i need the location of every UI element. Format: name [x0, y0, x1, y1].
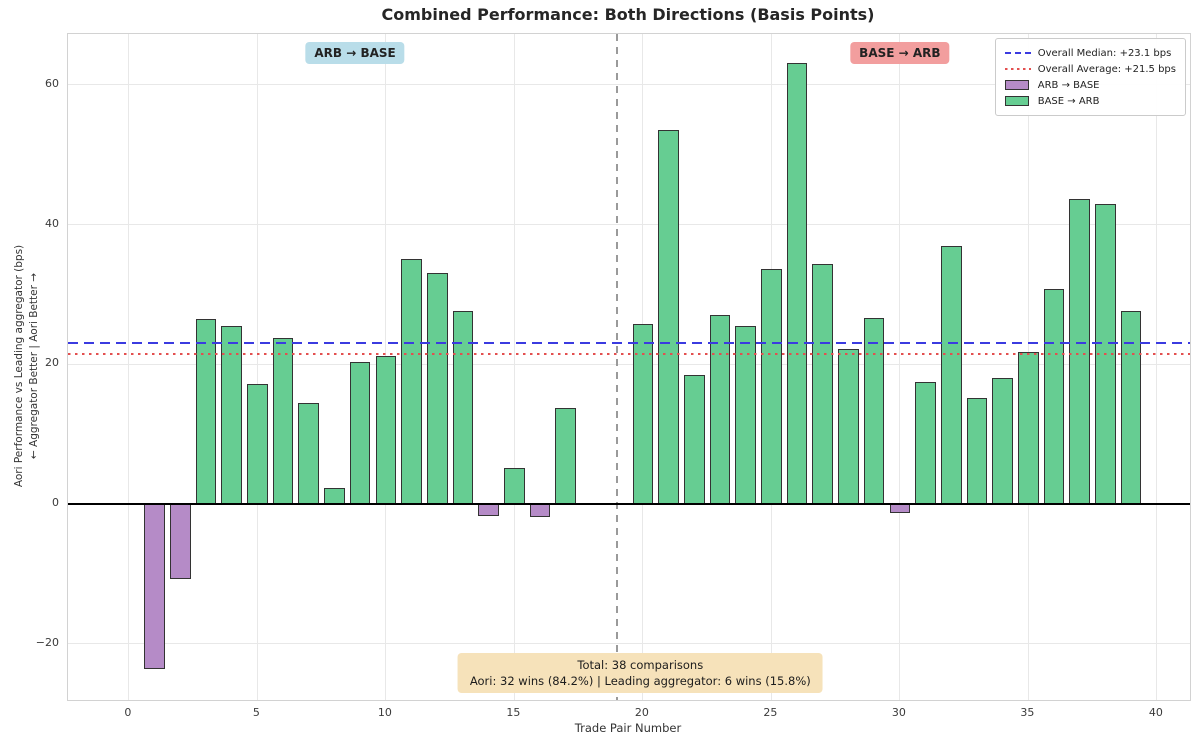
legend-patch	[1004, 80, 1029, 90]
bar-trade-11	[401, 258, 422, 504]
bar-trade-14	[478, 503, 499, 516]
bar-trade-30	[889, 503, 911, 514]
x-tick-label-30: 30	[891, 706, 906, 719]
overall-average-line	[68, 352, 1190, 355]
y-gridline-60	[68, 84, 1190, 86]
y-gridline-40	[68, 224, 1190, 226]
bar-trade-39	[1120, 310, 1142, 504]
bar-trade-34	[992, 377, 1013, 504]
bar-trade-3	[195, 318, 217, 504]
bar-trade-15	[504, 467, 525, 504]
bar-trade-33	[966, 397, 988, 504]
arb-to-base-group-label: ARB → BASE	[305, 42, 405, 64]
zero-line	[68, 502, 1190, 505]
totals-annotation: Total: 38 comparisons Aori: 32 wins (84.…	[457, 653, 823, 693]
bar-trade-29	[863, 317, 885, 504]
legend-label-1: Overall Average: +21.5 bps	[1037, 63, 1176, 75]
bar-trade-17	[555, 407, 577, 504]
x-tick-label-25: 25	[763, 706, 778, 719]
legend-row-3: BASE → ARB	[1004, 93, 1176, 109]
bar-trade-27	[812, 263, 834, 504]
x-gridline-30	[899, 34, 901, 700]
x-tick-label-15: 15	[506, 706, 521, 719]
x-gridline-40	[1156, 34, 1158, 700]
bar-trade-13	[452, 310, 474, 504]
x-tick-label-35: 35	[1020, 706, 1035, 719]
group-separator-line	[616, 34, 619, 700]
plot-area: ARB → BASE BASE → ARB Total: 38 comparis…	[67, 33, 1191, 701]
x-gridline-0	[128, 34, 130, 700]
y-gridline-20	[68, 363, 1190, 365]
bar-trade-22	[683, 374, 705, 504]
legend-label-0: Overall Median: +23.1 bps	[1037, 47, 1172, 59]
x-axis-label: Trade Pair Number	[574, 721, 682, 735]
legend-row-2: ARB → BASE	[1004, 77, 1176, 93]
x-tick-label-20: 20	[634, 706, 649, 719]
overall-median-line	[68, 341, 1190, 344]
bar-trade-32	[940, 245, 962, 504]
bar-trade-20	[632, 323, 654, 504]
y-tick-label-60: 60	[45, 76, 59, 90]
bar-trade-2	[170, 503, 191, 579]
bar-trade-7	[298, 402, 320, 504]
bar-trade-16	[529, 503, 551, 517]
bar-trade-10	[375, 355, 397, 504]
legend: Overall Median: +23.1 bps Overall Average…	[994, 38, 1186, 116]
bar-trade-25	[761, 268, 782, 504]
x-gridline-15	[513, 34, 515, 700]
y-tick-label-20: 20	[45, 356, 59, 370]
bar-trade-5	[247, 383, 268, 504]
legend-line	[1004, 52, 1031, 54]
bar-trade-37	[1069, 198, 1091, 504]
bar-trade-9	[349, 361, 371, 504]
bar-trade-36	[1043, 288, 1065, 504]
legend-row-0: Overall Median: +23.1 bps	[1004, 45, 1176, 61]
y-gridline--20	[68, 643, 1190, 645]
bar-trade-28	[838, 348, 859, 504]
x-gridline-5	[256, 34, 258, 700]
base-to-arb-group-label: BASE → ARB	[850, 42, 950, 64]
legend-patch	[1004, 96, 1029, 106]
y-tick-label-40: 40	[45, 216, 59, 230]
x-tick-label-0: 0	[124, 706, 132, 719]
totals-line2: Aori: 32 wins (84.2%) | Leading aggregat…	[469, 674, 811, 688]
bar-trade-12	[426, 272, 448, 504]
x-tick-label-5: 5	[252, 706, 260, 719]
chart-title: Combined Performance: Both Directions (B…	[381, 5, 875, 24]
bar-trade-31	[915, 381, 936, 504]
bar-trade-35	[1018, 351, 1039, 504]
legend-label-3: BASE → ARB	[1037, 95, 1100, 107]
legend-patch-icon	[1004, 80, 1031, 90]
y-tick-label-0: 0	[52, 495, 59, 509]
legend-patch-icon	[1004, 96, 1031, 106]
totals-line1: Total: 38 comparisons	[577, 658, 704, 672]
y-tick-label--20: −20	[35, 635, 59, 649]
bar-trade-6	[272, 337, 294, 504]
legend-line-icon	[1004, 48, 1031, 58]
bar-trade-26	[786, 62, 808, 504]
legend-row-1: Overall Average: +21.5 bps	[1004, 61, 1176, 77]
legend-line	[1004, 68, 1031, 70]
bar-trade-21	[658, 129, 679, 504]
x-tick-label-10: 10	[377, 706, 392, 719]
legend-line-icon	[1004, 64, 1031, 74]
legend-label-2: ARB → BASE	[1037, 79, 1100, 91]
x-tick-label-40: 40	[1148, 706, 1163, 719]
bar-trade-8	[324, 487, 345, 504]
bar-trade-1	[144, 503, 165, 669]
